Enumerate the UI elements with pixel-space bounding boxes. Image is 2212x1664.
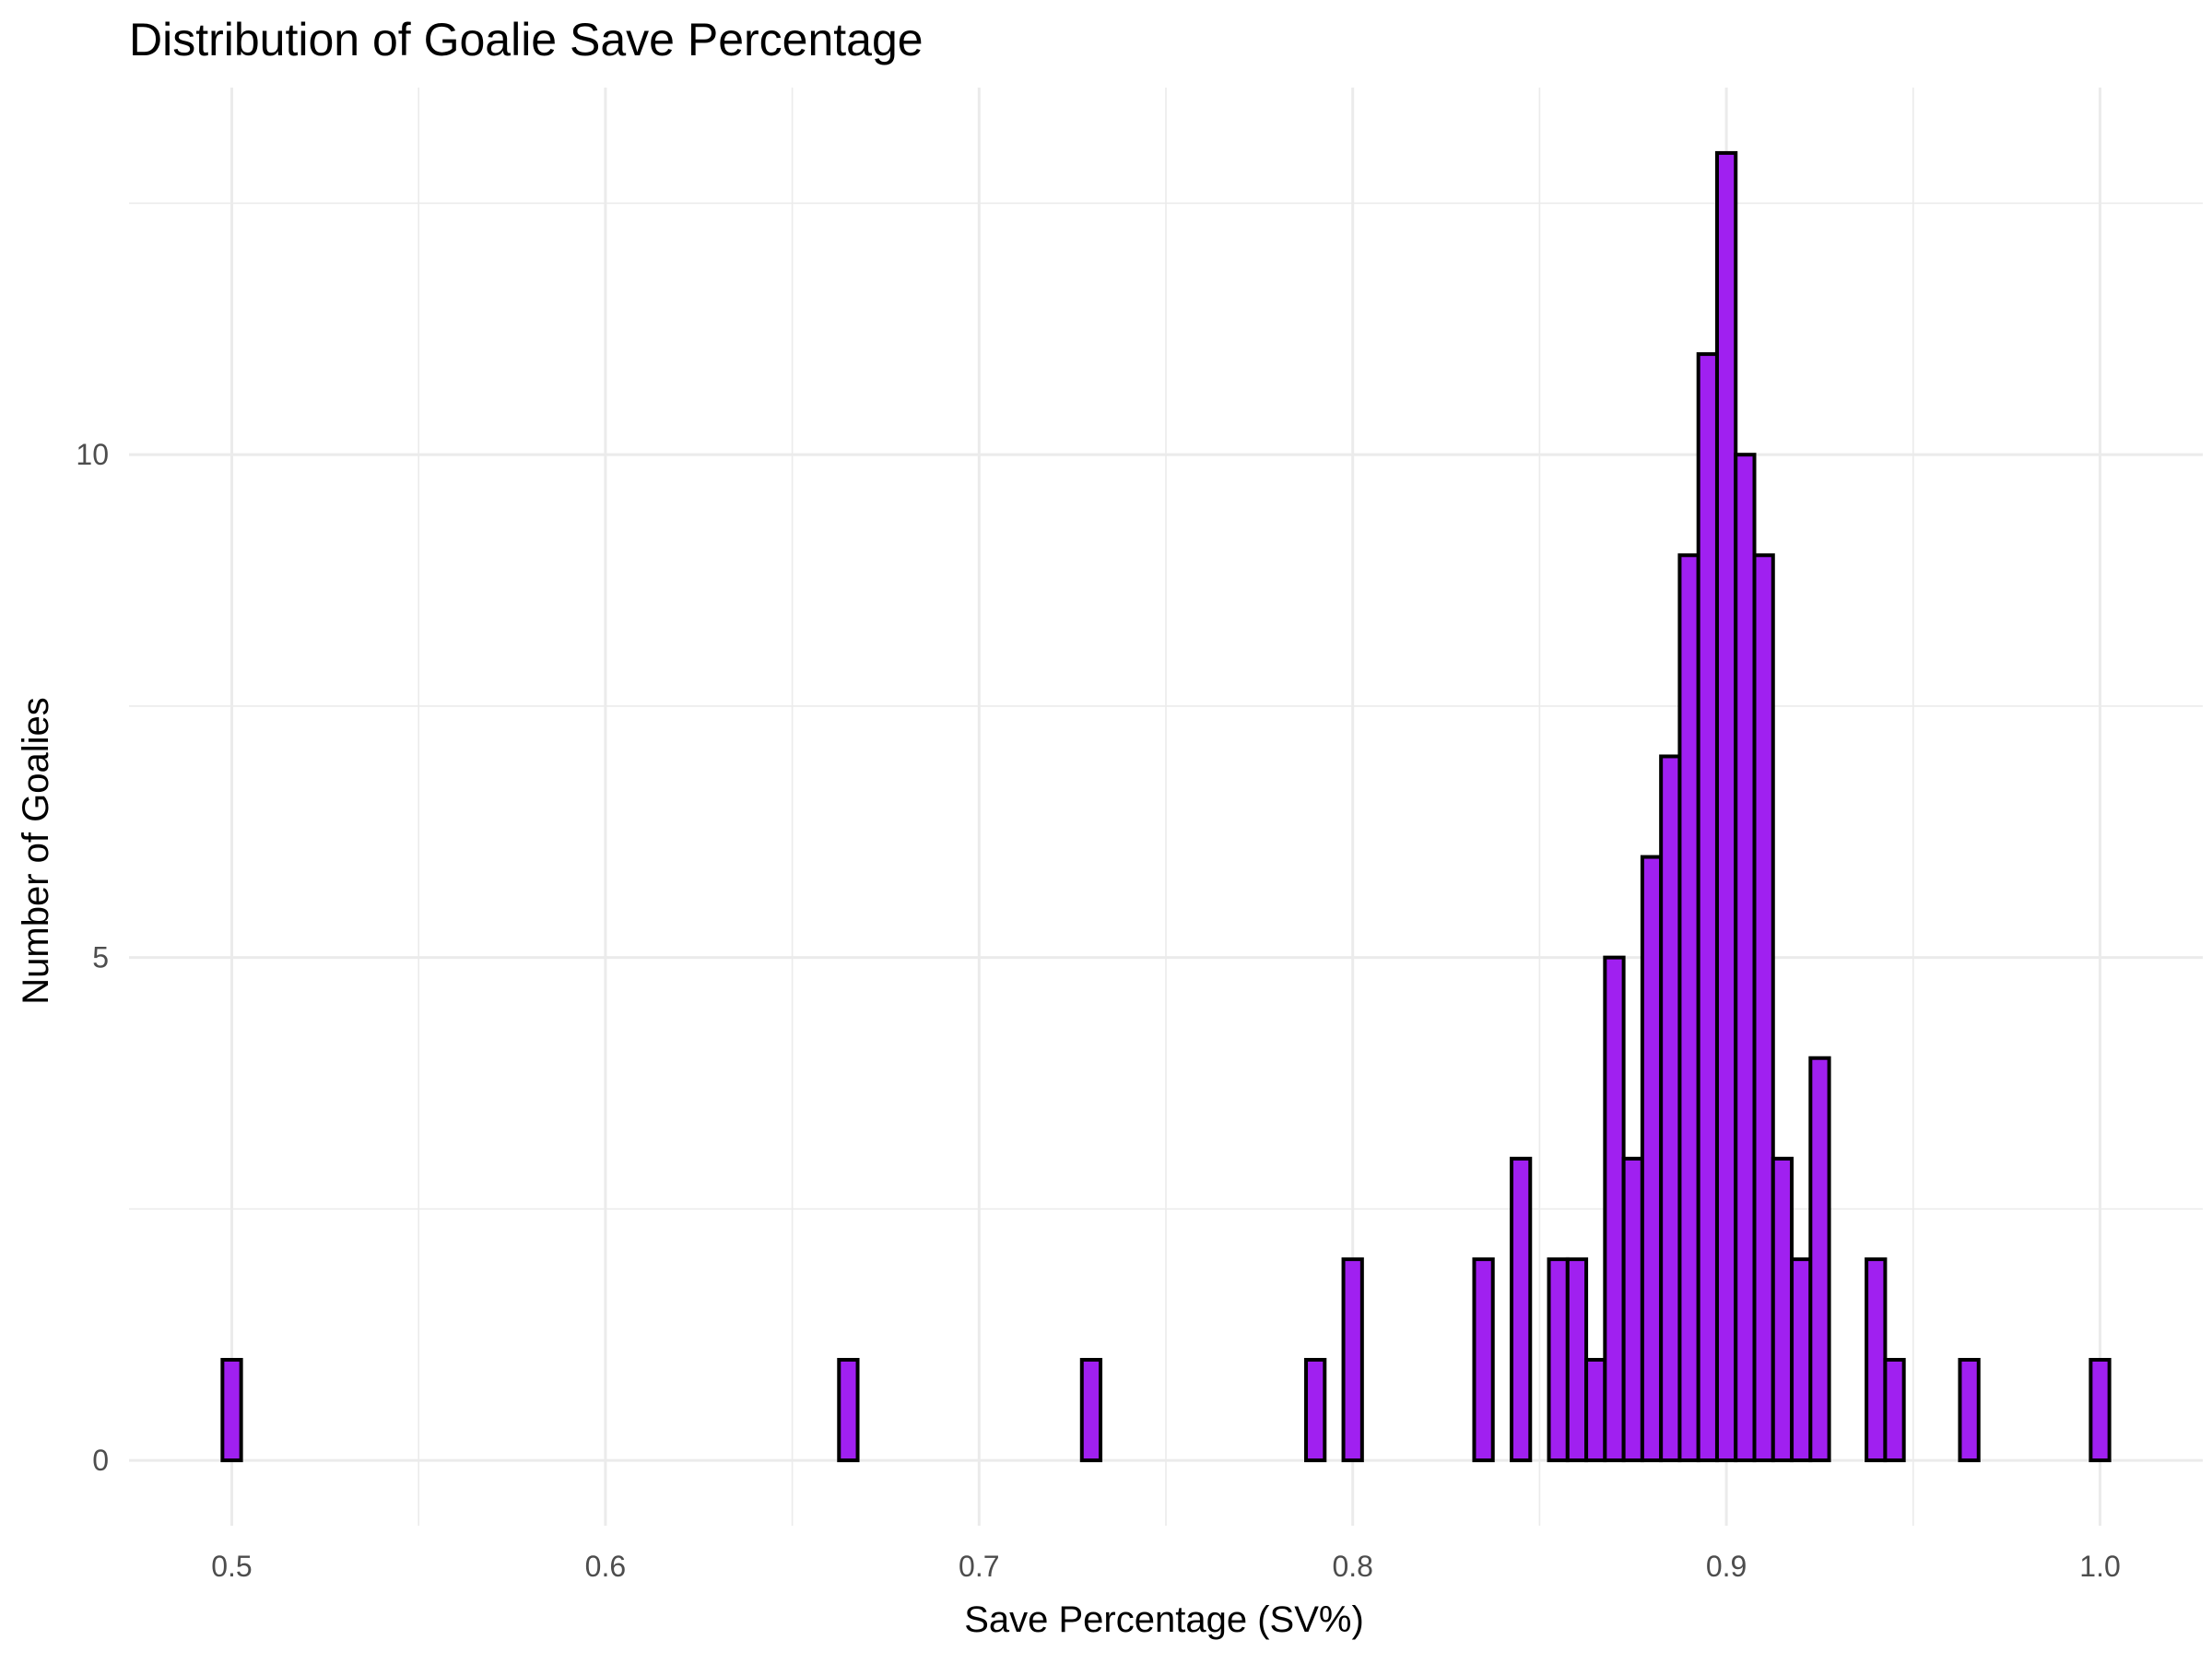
- x-tick-label: 0.5: [211, 1550, 252, 1583]
- histogram-bar: [1584, 1358, 1607, 1463]
- histogram-bar: [1752, 553, 1775, 1463]
- histogram-bar: [1640, 855, 1664, 1463]
- y-tick-label: 10: [76, 438, 109, 471]
- histogram-bar: [1621, 1156, 1644, 1463]
- histogram-bar: [1472, 1257, 1495, 1463]
- histogram-bar: [2088, 1358, 2112, 1463]
- x-tick-label: 0.8: [1332, 1550, 1372, 1583]
- histogram-bar: [1714, 150, 1738, 1463]
- y-tick-label: 5: [92, 941, 109, 974]
- histogram-bar: [1603, 955, 1626, 1463]
- x-axis-title: Save Percentage (SV%): [964, 1599, 1364, 1640]
- histogram-bar: [1808, 1056, 1831, 1463]
- histogram-bar: [837, 1358, 860, 1463]
- histogram-bar: [1510, 1156, 1533, 1463]
- histogram-bar: [1304, 1358, 1327, 1463]
- histogram-bar: [1565, 1257, 1589, 1463]
- chart-title: Distribution of Goalie Save Percentage: [129, 14, 924, 65]
- histogram-bar: [1079, 1358, 1103, 1463]
- histogram-bar: [1547, 1257, 1570, 1463]
- bar-layer: [220, 150, 2112, 1463]
- histogram-bar: [1659, 754, 1682, 1463]
- histogram-bar: [1790, 1257, 1813, 1463]
- histogram-bar: [1883, 1358, 1906, 1463]
- histogram-bar: [1734, 453, 1757, 1463]
- histogram-bar: [220, 1358, 243, 1463]
- y-axis-title: Number of Goalies: [16, 697, 56, 1004]
- x-tick-label: 0.7: [959, 1550, 999, 1583]
- histogram-bar: [1865, 1257, 1888, 1463]
- x-tick-label: 0.6: [585, 1550, 626, 1583]
- grid-layer: [129, 88, 2203, 1526]
- x-tick-label: 0.9: [1706, 1550, 1747, 1583]
- histogram-bar: [1677, 553, 1700, 1463]
- histogram-bar: [1341, 1257, 1364, 1463]
- histogram-bar: [1771, 1156, 1794, 1463]
- y-tick-label: 0: [92, 1444, 109, 1477]
- tick-layer: 0.5 0.6 0.7 0.8 0.9 1.0 0 5 10: [76, 438, 2120, 1583]
- x-tick-label: 1.0: [2079, 1550, 2120, 1583]
- histogram-bar: [1958, 1358, 1981, 1463]
- histogram-bar: [1696, 352, 1719, 1463]
